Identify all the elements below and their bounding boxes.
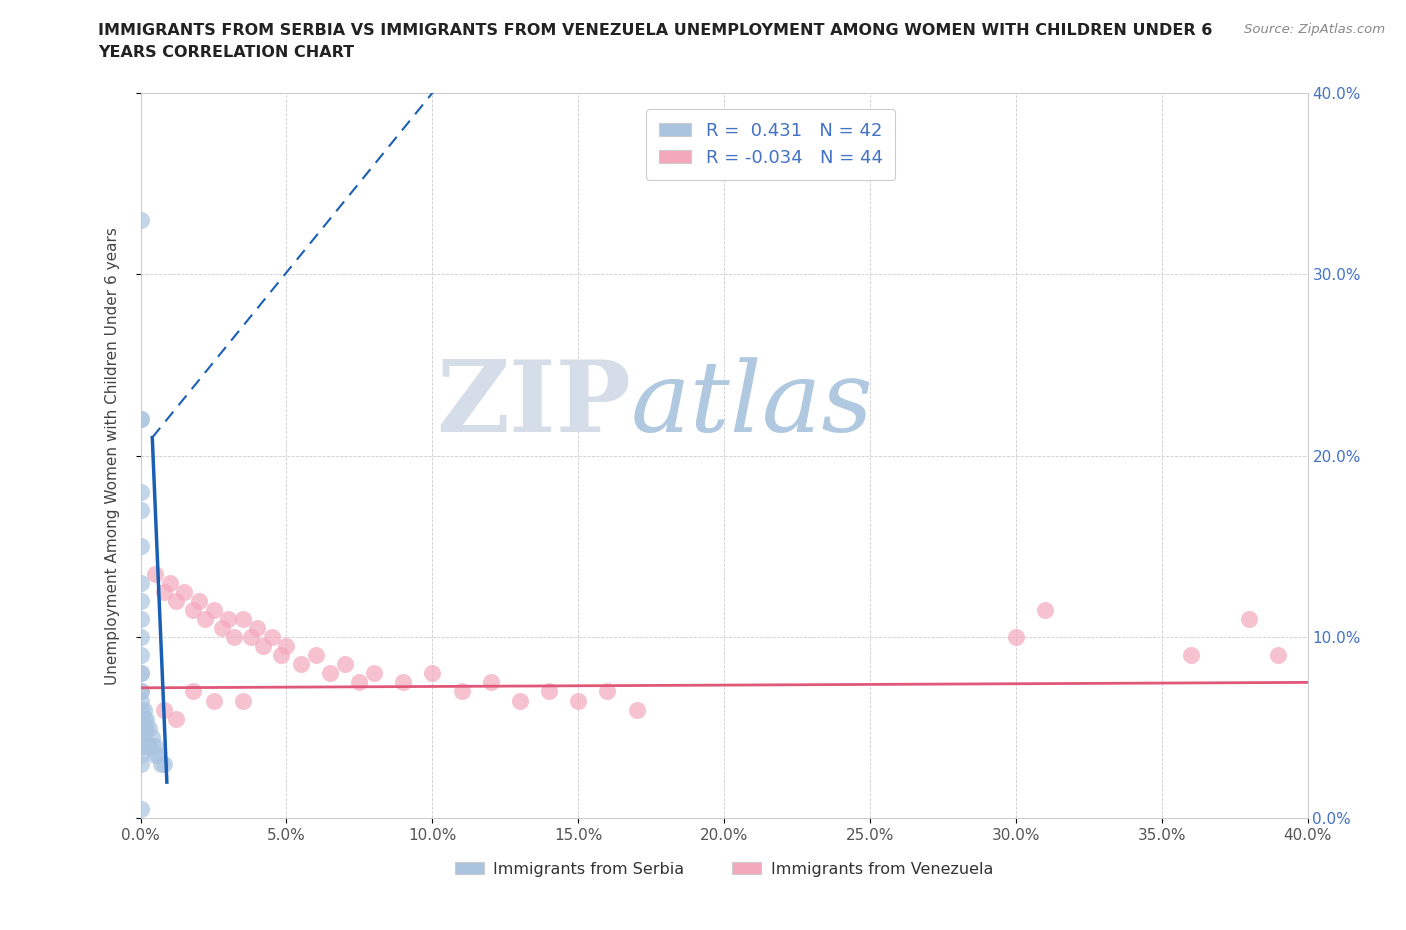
Point: [188, 593, 211, 608]
Point: [132, 711, 155, 726]
Point: [509, 693, 531, 708]
Point: [450, 684, 472, 699]
Point: [153, 757, 176, 772]
Point: [270, 648, 292, 663]
Legend: Immigrants from Serbia, Immigrants from Venezuela: Immigrants from Serbia, Immigrants from …: [449, 856, 1000, 883]
Point: [159, 575, 181, 591]
Point: [252, 639, 274, 654]
Point: [129, 748, 152, 763]
Point: [132, 720, 155, 735]
Point: [129, 666, 152, 681]
Point: [129, 702, 152, 717]
Point: [129, 593, 152, 608]
Point: [129, 729, 152, 744]
Point: [135, 738, 157, 753]
Point: [132, 702, 155, 717]
Point: [333, 657, 356, 671]
Point: [479, 675, 502, 690]
Point: [129, 575, 152, 591]
Point: [153, 702, 176, 717]
Text: ZIP: ZIP: [436, 356, 631, 454]
Point: [319, 666, 342, 681]
Point: [1005, 630, 1028, 644]
Point: [422, 666, 444, 681]
Point: [129, 684, 152, 699]
Point: [143, 748, 166, 763]
Point: [146, 748, 169, 763]
Point: [141, 729, 163, 744]
Point: [129, 738, 152, 753]
Point: [138, 720, 160, 735]
Point: [129, 412, 152, 427]
Point: [141, 738, 163, 753]
Text: IMMIGRANTS FROM SERBIA VS IMMIGRANTS FROM VENEZUELA UNEMPLOYMENT AMONG WOMEN WIT: IMMIGRANTS FROM SERBIA VS IMMIGRANTS FRO…: [98, 23, 1213, 38]
Text: Source: ZipAtlas.com: Source: ZipAtlas.com: [1244, 23, 1385, 36]
Point: [260, 630, 283, 644]
Point: [129, 539, 152, 554]
Point: [129, 684, 152, 699]
Point: [132, 729, 155, 744]
Point: [150, 757, 173, 772]
Point: [349, 675, 371, 690]
Point: [392, 675, 415, 690]
Y-axis label: Unemployment Among Women with Children Under 6 years: Unemployment Among Women with Children U…: [105, 227, 120, 684]
Point: [202, 693, 225, 708]
Point: [129, 738, 152, 753]
Point: [211, 620, 233, 635]
Point: [567, 693, 589, 708]
Point: [246, 620, 269, 635]
Point: [135, 720, 157, 735]
Point: [290, 657, 312, 671]
Point: [165, 593, 187, 608]
Point: [626, 702, 648, 717]
Point: [596, 684, 619, 699]
Point: [129, 212, 152, 227]
Point: [138, 738, 160, 753]
Point: [129, 502, 152, 517]
Point: [232, 612, 254, 627]
Point: [129, 711, 152, 726]
Point: [217, 612, 239, 627]
Point: [165, 711, 187, 726]
Point: [129, 485, 152, 499]
Point: [1239, 612, 1261, 627]
Point: [222, 630, 245, 644]
Point: [153, 584, 176, 599]
Point: [538, 684, 561, 699]
Point: [1180, 648, 1202, 663]
Point: [129, 648, 152, 663]
Point: [305, 648, 328, 663]
Point: [181, 684, 204, 699]
Point: [129, 612, 152, 627]
Point: [1033, 603, 1056, 618]
Text: YEARS CORRELATION CHART: YEARS CORRELATION CHART: [98, 45, 354, 60]
Point: [173, 584, 195, 599]
Point: [135, 711, 157, 726]
Point: [1267, 648, 1289, 663]
Point: [129, 720, 152, 735]
Point: [240, 630, 263, 644]
Point: [232, 693, 254, 708]
Point: [143, 738, 166, 753]
Point: [181, 603, 204, 618]
Point: [129, 412, 152, 427]
Point: [129, 720, 152, 735]
Point: [276, 639, 298, 654]
Text: atlas: atlas: [631, 357, 873, 453]
Point: [143, 566, 166, 581]
Point: [129, 802, 152, 817]
Point: [202, 603, 225, 618]
Point: [129, 693, 152, 708]
Point: [129, 666, 152, 681]
Point: [129, 630, 152, 644]
Point: [129, 757, 152, 772]
Point: [363, 666, 385, 681]
Point: [194, 612, 217, 627]
